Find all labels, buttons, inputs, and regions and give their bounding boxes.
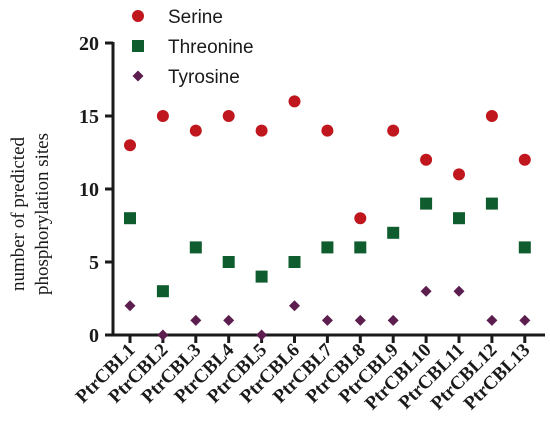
- serine-point: [321, 124, 334, 137]
- legend-marker-tyrosine: [132, 70, 144, 82]
- y-tick-label: 0: [89, 325, 99, 347]
- series-serine: [124, 95, 531, 225]
- tyrosine-point: [354, 314, 366, 326]
- y-tick-label: 20: [79, 33, 99, 55]
- serine-point: [354, 212, 367, 225]
- serine-point: [222, 110, 235, 122]
- tyrosine-point: [486, 314, 498, 326]
- series-threonine: [124, 197, 531, 298]
- threonine-point: [453, 212, 465, 225]
- threonine-point: [485, 197, 498, 210]
- threonine-point: [222, 256, 235, 268]
- serine-point: [288, 95, 301, 108]
- data-marks: [124, 95, 531, 341]
- threonine-point: [189, 241, 202, 254]
- serine-point: [420, 153, 433, 166]
- series-tyrosine: [124, 285, 531, 341]
- threonine-point: [354, 241, 367, 254]
- legend-item-threonine: Threonine: [132, 37, 254, 58]
- threonine-point: [124, 212, 136, 225]
- legend: Serine Threonine Tyrosine: [132, 7, 254, 88]
- threonine-point: [387, 226, 400, 239]
- legend-label-tyrosine: Tyrosine: [168, 67, 240, 88]
- legend-label-threonine: Threonine: [168, 37, 254, 58]
- legend-marker-threonine: [132, 40, 144, 52]
- y-axis-title-line-1: number of predicted: [8, 136, 29, 291]
- legend-item-tyrosine: Tyrosine: [132, 67, 240, 88]
- threonine-point: [518, 241, 531, 254]
- serine-point: [518, 153, 531, 166]
- serine-point: [485, 110, 498, 122]
- legend-item-serine: Serine: [132, 7, 223, 28]
- tyrosine-point: [256, 329, 268, 341]
- tyrosine-point: [321, 314, 333, 326]
- tyrosine-point: [157, 329, 169, 341]
- threonine-point: [321, 241, 334, 254]
- tyrosine-point: [289, 300, 300, 312]
- serine-point: [156, 110, 169, 122]
- serine-point: [189, 124, 202, 137]
- threonine-point: [255, 270, 268, 283]
- y-tick-label: 10: [79, 179, 99, 201]
- tyrosine-point: [420, 285, 432, 297]
- legend-label-serine: Serine: [168, 7, 223, 28]
- serine-point: [255, 124, 268, 137]
- y-axis-title-line-2: phosphorylation sites: [32, 133, 53, 295]
- threonine-point: [420, 197, 433, 210]
- y-tick-label: 15: [79, 106, 99, 128]
- serine-point: [453, 168, 465, 181]
- x-ticks: PtrCBL1PtrCBL2PtrCBL3PtrCBL4PtrCBL5PtrCB…: [72, 335, 534, 414]
- tyrosine-point: [223, 314, 235, 326]
- serine-point: [124, 139, 136, 152]
- tyrosine-point: [519, 314, 531, 326]
- tyrosine-point: [453, 285, 465, 297]
- tyrosine-point: [387, 314, 399, 326]
- threonine-point: [288, 256, 301, 268]
- tyrosine-point: [190, 314, 202, 326]
- y-tick-label: 5: [89, 252, 99, 274]
- threonine-point: [156, 285, 169, 298]
- y-ticks: 0 5 10 15 20: [79, 33, 113, 347]
- serine-point: [387, 124, 400, 137]
- y-axis-title: number of predicted phosphorylation site…: [8, 133, 53, 295]
- tyrosine-point: [124, 300, 136, 312]
- legend-marker-serine: [132, 10, 144, 22]
